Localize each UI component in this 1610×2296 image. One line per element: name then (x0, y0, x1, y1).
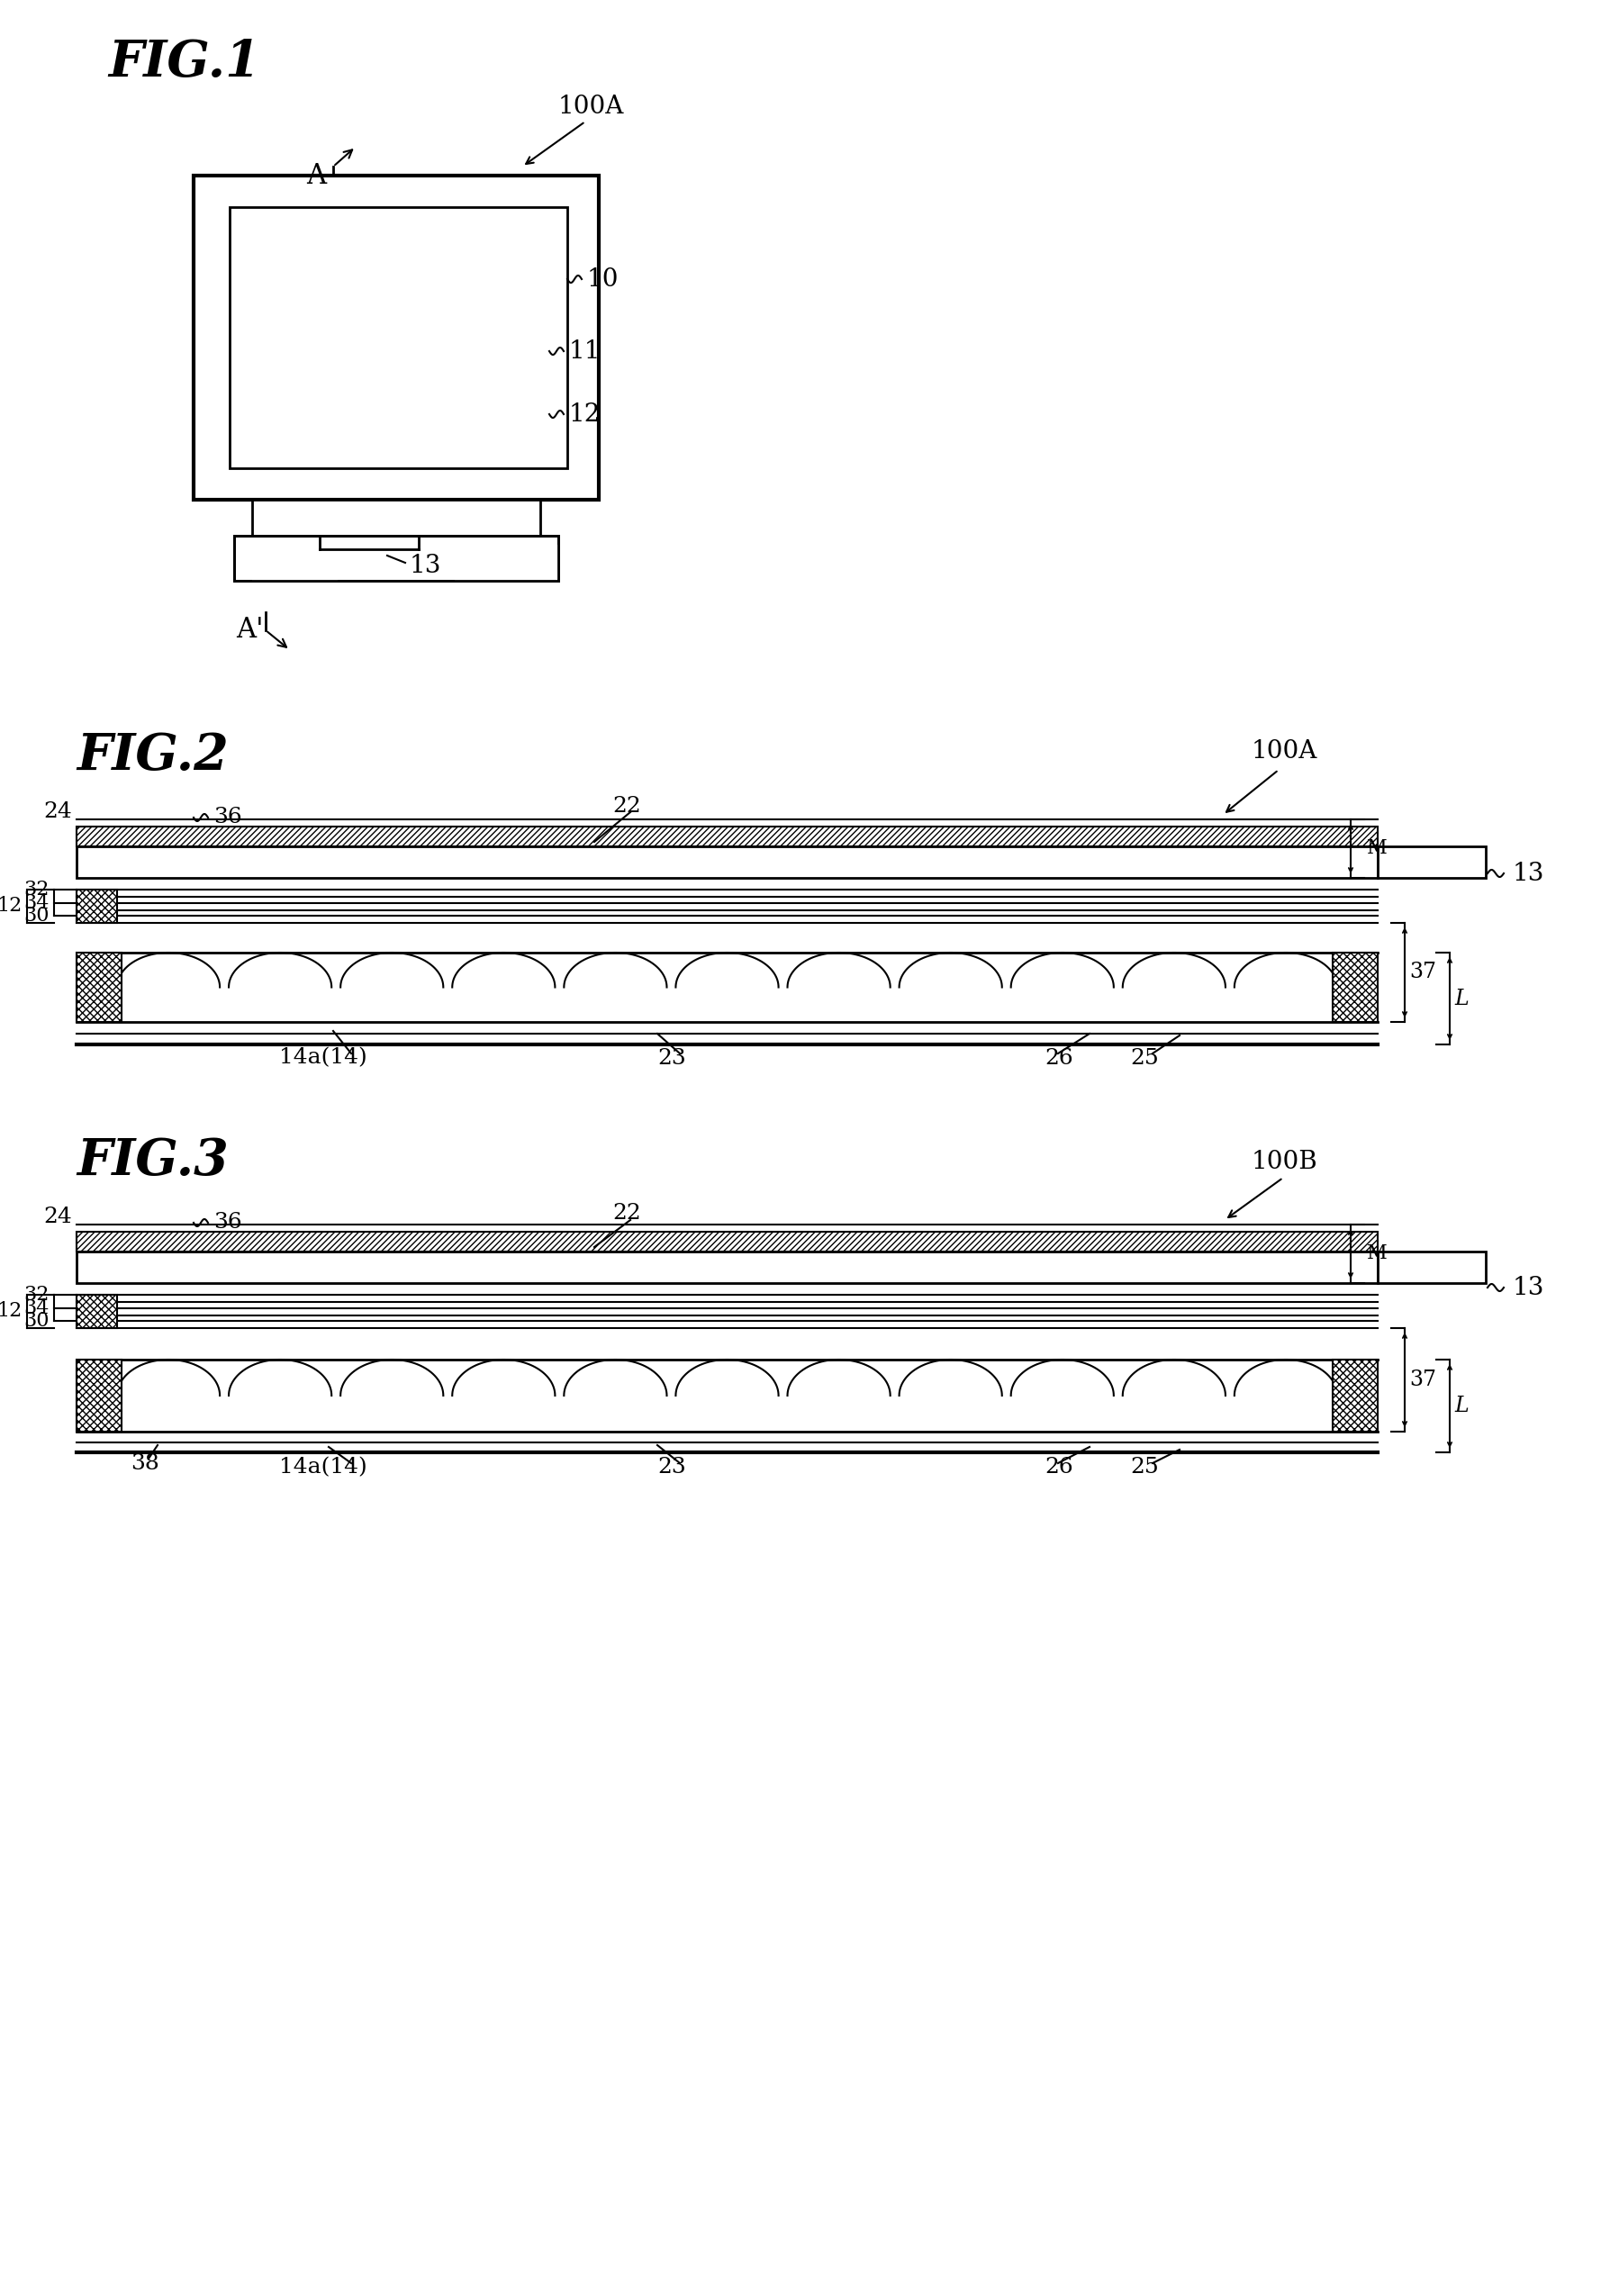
Text: 13: 13 (1513, 861, 1544, 886)
Bar (77, 953, 122, 1022)
Text: 14a(14): 14a(14) (279, 1047, 367, 1068)
Bar (77, 1295, 118, 1327)
Text: 12: 12 (568, 402, 601, 427)
Text: 23: 23 (657, 1047, 686, 1068)
Text: 24: 24 (43, 1208, 72, 1228)
Bar (253, 501, 541, 535)
Text: FIG.1: FIG.1 (108, 39, 259, 87)
Text: 30: 30 (24, 1311, 50, 1332)
Text: 37: 37 (1409, 1368, 1436, 1389)
Text: 12: 12 (0, 1302, 23, 1320)
Text: 26: 26 (1045, 1047, 1074, 1068)
Text: 12: 12 (0, 895, 23, 916)
Text: 37: 37 (1409, 962, 1436, 983)
Text: 14a(14): 14a(14) (279, 1458, 367, 1479)
Bar (77, 1251, 1378, 1283)
Text: 36: 36 (214, 808, 242, 829)
Text: 100A: 100A (559, 94, 625, 119)
Text: M: M (1367, 1244, 1388, 1263)
Text: FIG.3: FIG.3 (77, 1137, 229, 1187)
Text: 22: 22 (612, 1203, 641, 1224)
Text: L: L (1454, 987, 1468, 1008)
Text: 100B: 100B (1251, 1150, 1319, 1173)
Text: 26: 26 (1045, 1458, 1074, 1479)
Bar (454, 544, 559, 581)
Text: A: A (306, 161, 327, 191)
Bar (77, 827, 1378, 847)
Text: 11: 11 (568, 340, 601, 363)
Bar (77, 889, 118, 923)
Text: A': A' (237, 615, 264, 645)
Bar (253, 544, 338, 581)
Text: 13: 13 (409, 553, 441, 579)
Bar (1333, 1359, 1378, 1433)
Text: M: M (1367, 838, 1388, 859)
Text: 34: 34 (24, 1297, 50, 1318)
Bar (77, 1231, 1378, 1251)
Text: L: L (1454, 1396, 1468, 1417)
Text: 30: 30 (24, 907, 50, 925)
Bar (193, 174, 599, 501)
Text: 13: 13 (1513, 1274, 1544, 1300)
Bar (1378, 847, 1486, 877)
Bar (77, 847, 1378, 877)
Text: FIG.2: FIG.2 (77, 732, 229, 781)
Text: 32: 32 (24, 879, 50, 900)
Text: 38: 38 (130, 1453, 159, 1474)
Text: 22: 22 (612, 794, 641, 815)
Text: 100A: 100A (1251, 739, 1317, 765)
Text: 23: 23 (657, 1458, 686, 1479)
Bar (233, 535, 559, 581)
Text: 24: 24 (43, 801, 72, 822)
Text: 34: 34 (24, 893, 50, 914)
Bar (77, 1359, 122, 1433)
Text: 10: 10 (588, 266, 620, 292)
Text: 25: 25 (1130, 1458, 1159, 1479)
Bar (1333, 953, 1378, 1022)
Bar (1378, 1251, 1486, 1283)
Text: 25: 25 (1130, 1047, 1159, 1068)
Text: 32: 32 (24, 1286, 50, 1304)
Bar (230, 207, 567, 468)
Text: 36: 36 (214, 1212, 242, 1233)
